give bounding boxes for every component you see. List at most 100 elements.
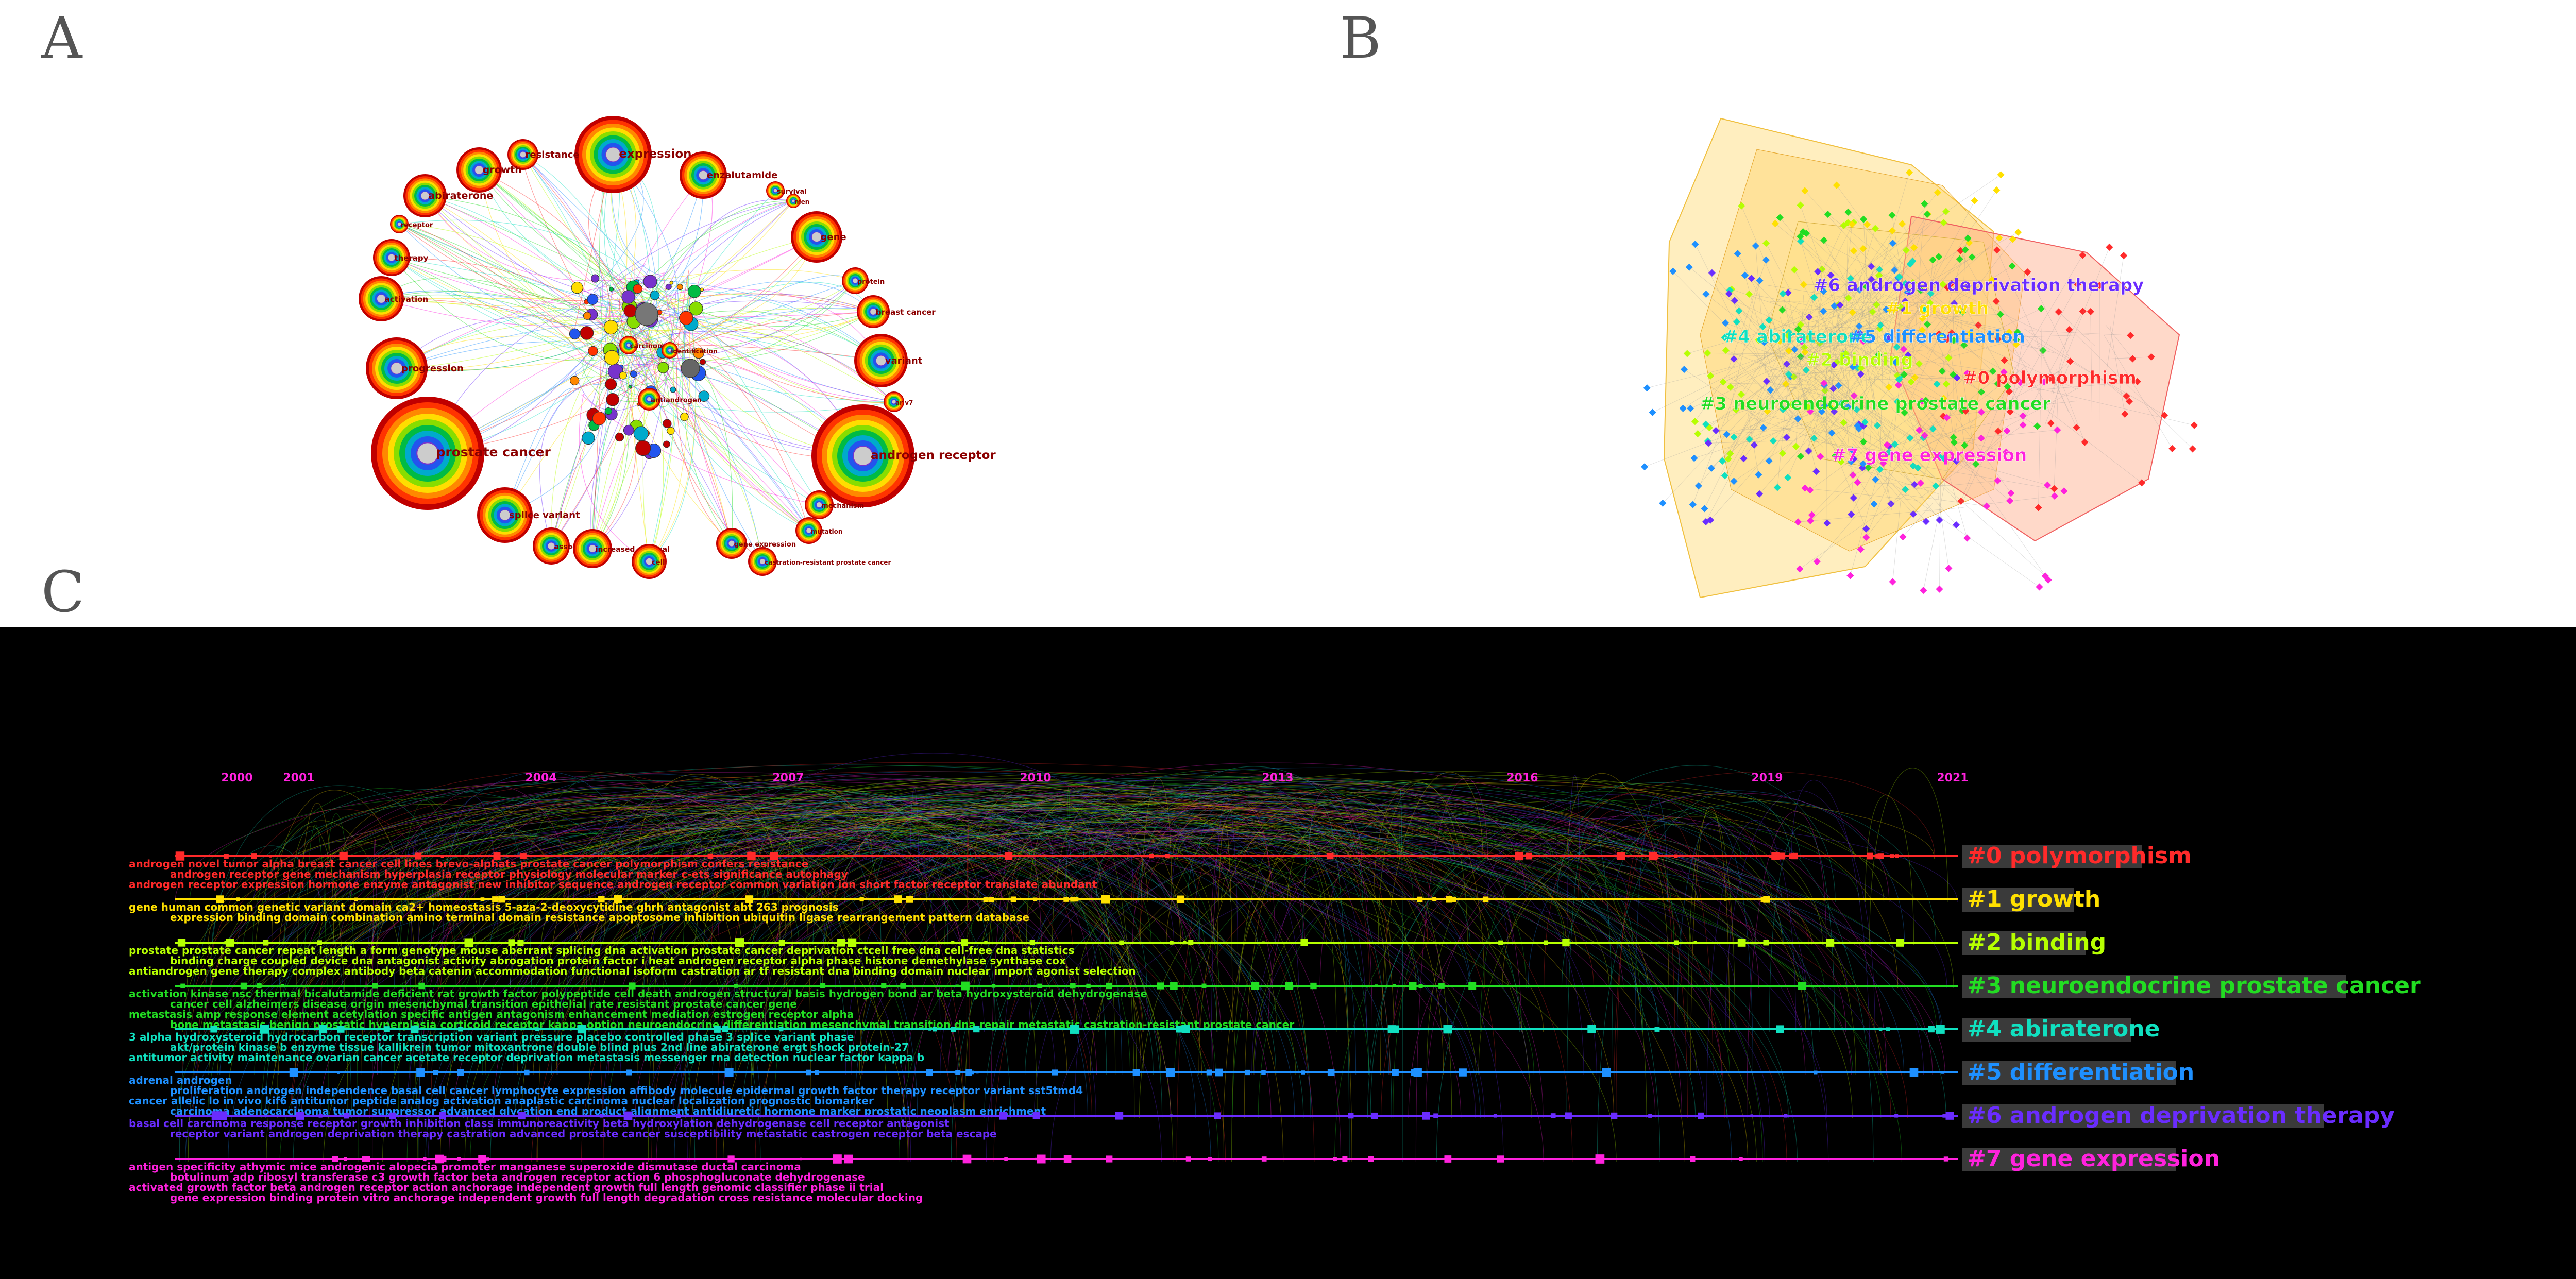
timeline-node <box>520 853 527 859</box>
timeline-node <box>1206 1069 1212 1076</box>
timeline-node <box>1935 1025 1945 1034</box>
term-row: activation kinase nsc thermal bicalutami… <box>129 987 1147 1000</box>
timeline-node <box>414 852 422 860</box>
timeline-node <box>1106 1155 1113 1163</box>
timeline-node <box>263 940 269 946</box>
timeline-node <box>1052 1069 1058 1076</box>
term-row: expression binding domain combination am… <box>170 911 1029 924</box>
timeline-node <box>1251 982 1260 990</box>
keyword-label: enzalutamide <box>707 170 777 181</box>
timeline-node <box>1074 897 1079 902</box>
timeline-node <box>344 1113 350 1119</box>
timeline-node <box>1928 1026 1935 1033</box>
year-label: 2019 <box>1751 772 1783 785</box>
timeline-node <box>433 1070 438 1075</box>
keyword-label: carcinoma <box>630 343 669 350</box>
timeline-node <box>1565 1112 1572 1119</box>
timeline-node <box>240 982 247 990</box>
timeline-node <box>1909 1068 1919 1077</box>
keyword-cooccurrence-network: expression resistance growth enzalutamidesu… <box>359 116 996 579</box>
timeline-node <box>1215 1068 1223 1077</box>
year-label: 2016 <box>1506 772 1538 785</box>
timeline-node <box>845 855 848 858</box>
timeline-node <box>518 1112 526 1120</box>
cluster-label: #5 differentiation <box>1850 327 2025 347</box>
timeline-node <box>1878 1027 1883 1031</box>
keyword-label: expression <box>619 147 691 161</box>
timeline-node <box>1214 1112 1221 1119</box>
timeline-node <box>844 1154 853 1164</box>
timeline-node <box>1063 1155 1072 1163</box>
timeline-node <box>1301 1070 1306 1075</box>
timeline-node <box>1183 941 1187 945</box>
timeline-node <box>1342 1156 1348 1162</box>
timeline-node <box>337 1071 340 1074</box>
timeline-node <box>405 898 408 901</box>
timeline-node <box>577 1025 586 1034</box>
timeline-node <box>770 852 778 860</box>
keyword-label: breast cancer <box>876 308 936 317</box>
timeline-node <box>599 1114 603 1118</box>
keyword-label: protein <box>857 278 885 286</box>
timeline-node <box>1165 1068 1175 1077</box>
timeline-node <box>423 1157 427 1161</box>
timeline-node <box>1727 1157 1730 1161</box>
timeline-node <box>1920 1028 1923 1031</box>
timeline-node <box>1595 1154 1605 1164</box>
keyword-label: growth <box>483 164 522 176</box>
keyword-label: progression <box>401 363 464 374</box>
timeline-node <box>1188 940 1194 946</box>
timeline-node <box>1371 1112 1378 1119</box>
timeline-node <box>956 984 959 987</box>
timeline-node <box>1391 1025 1399 1033</box>
timeline-node <box>1750 1114 1753 1117</box>
timeline-node <box>1177 895 1185 903</box>
timeline-node <box>976 1071 979 1074</box>
timeline-node <box>1070 1025 1079 1034</box>
timeline-node <box>1201 983 1207 988</box>
keyword-label: variant <box>885 355 923 366</box>
timeline-node <box>1115 1112 1124 1120</box>
cluster-label: #2 binding <box>1806 350 1913 370</box>
timeline-node <box>1724 898 1727 901</box>
timeline-node <box>951 1027 956 1032</box>
timeline-node <box>210 1026 217 1033</box>
timeline-node <box>492 896 498 902</box>
timeline-node <box>1247 898 1249 901</box>
cluster-label: #1 growth <box>1886 298 1989 319</box>
timeline-node <box>1886 1027 1890 1031</box>
timeline-node <box>486 1157 489 1161</box>
timeline-node <box>1867 852 1873 860</box>
timeline-node <box>894 895 903 903</box>
timeline-node <box>806 1069 811 1076</box>
timeline-node <box>1778 852 1786 860</box>
cluster-label: #4 abiraterone <box>1723 327 1872 347</box>
timeline-node <box>517 939 524 946</box>
term-row: receptor variant androgen deprivation th… <box>170 1128 997 1140</box>
term-row: basal cell carcinoma response receptor g… <box>129 1117 950 1130</box>
panel-letter-c: C <box>41 559 85 625</box>
timeline-node <box>372 983 378 989</box>
timeline-node <box>1942 1114 1946 1118</box>
cluster-label: #2 binding <box>1967 929 2106 956</box>
keyword-label: receptor <box>401 221 433 229</box>
timeline-node <box>1086 983 1091 988</box>
timeline-node <box>1185 1156 1191 1162</box>
term-row: androgen novel tumor alpha breast cancer… <box>129 858 808 870</box>
timeline-node <box>1149 854 1154 859</box>
timeline-node <box>1198 1028 1201 1031</box>
timeline-node <box>1176 1026 1183 1033</box>
timeline-node <box>820 983 826 989</box>
timeline-node <box>256 983 262 988</box>
timeline-node <box>1698 1112 1704 1119</box>
cluster-label: #3 neuroendocrine prostate cancer <box>1967 973 2421 999</box>
timeline-node <box>480 897 485 901</box>
year-label: 2013 <box>1262 772 1293 785</box>
timeline-node <box>457 1157 461 1161</box>
keyword-label: mutation <box>811 528 843 535</box>
cluster-label: #6 androgen deprivation therapy <box>1967 1102 2395 1129</box>
timeline-node <box>1690 1156 1696 1162</box>
timeline-node <box>955 1070 960 1075</box>
timeline-node <box>337 1026 345 1033</box>
timeline-node <box>1333 1157 1337 1161</box>
